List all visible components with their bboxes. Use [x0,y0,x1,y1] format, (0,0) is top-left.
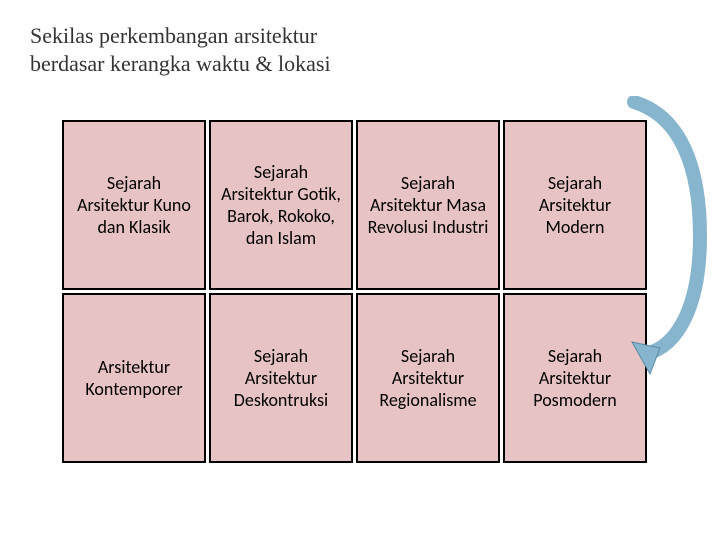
grid-cell: Sejarah Arsitektur Kuno dan Klasik [62,120,206,290]
grid-cell: Sejarah Arsitektur Posmodern [503,293,647,463]
grid-cell: Sejarah Arsitektur Modern [503,120,647,290]
grid-cell: Sejarah Arsitektur Masa Revolusi Industr… [356,120,500,290]
grid-cell: Sejarah Arsitektur Regionalisme [356,293,500,463]
title-line-2: berdasar kerangka waktu & lokasi [30,50,430,78]
title-line-1: Sekilas perkembangan arsitektur [30,22,430,50]
architecture-grid: Sejarah Arsitektur Kuno dan KlasikSejara… [62,120,647,463]
grid-cell: Sejarah Arsitektur Gotik, Barok, Rokoko,… [209,120,353,290]
grid-cell: Arsitektur Kontemporer [62,293,206,463]
page-title: Sekilas perkembangan arsitektur berdasar… [30,22,430,77]
grid-cell: Sejarah Arsitektur Deskontruksi [209,293,353,463]
